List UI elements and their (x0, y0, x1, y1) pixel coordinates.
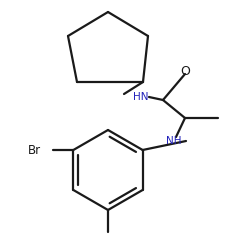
Text: O: O (180, 64, 190, 78)
Text: NH: NH (166, 136, 182, 146)
Text: Br: Br (28, 144, 41, 156)
Text: HN: HN (133, 92, 149, 102)
